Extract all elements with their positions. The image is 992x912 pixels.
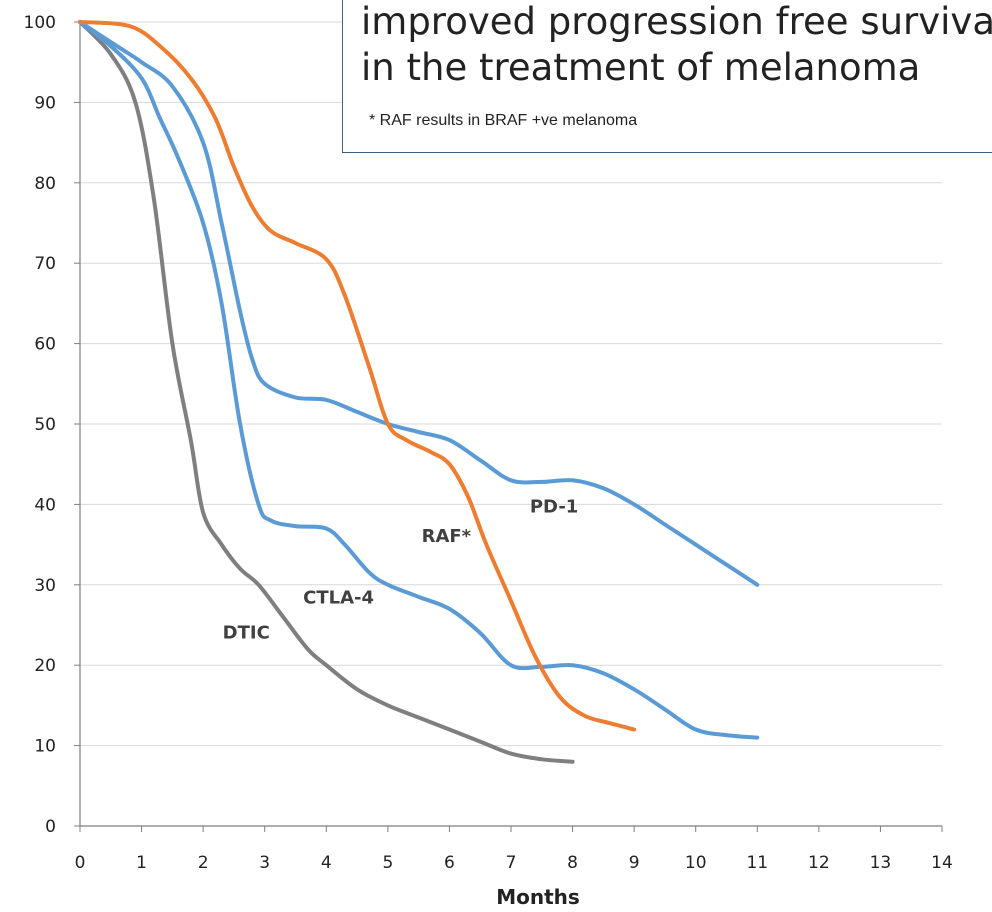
series-line-raf	[78, 20, 637, 732]
series-line-ctla-4	[78, 20, 760, 740]
x-tick-label-8: 8	[567, 853, 578, 873]
x-tick-label-11: 11	[746, 853, 768, 873]
x-tick-label-14: 14	[931, 853, 953, 873]
x-tick-label-7: 7	[506, 853, 517, 873]
series-label-pd-1: PD-1	[530, 496, 578, 517]
series-line-pd-1	[78, 20, 760, 587]
series-lines	[78, 20, 760, 764]
y-tick-label-20: 20	[34, 656, 56, 676]
y-tick-label-30: 30	[34, 576, 56, 596]
y-tick-label-40: 40	[34, 495, 56, 515]
x-tick-label-6: 6	[444, 853, 455, 873]
title-line-2: in the treatment of melanoma	[361, 46, 921, 89]
x-tick-label-0: 0	[75, 853, 86, 873]
series-label-dtic: DTIC	[223, 623, 270, 644]
x-tick-label-5: 5	[382, 853, 393, 873]
x-tick-label-10: 10	[685, 853, 707, 873]
y-tick-label-50: 50	[34, 415, 56, 435]
y-tick-label-70: 70	[34, 254, 56, 274]
y-tick-label-0: 0	[45, 817, 56, 837]
y-tick-label-100: 100	[24, 13, 56, 33]
x-axis-title: Months	[496, 885, 580, 909]
x-tick-label-9: 9	[629, 853, 640, 873]
x-tick-label-2: 2	[198, 853, 209, 873]
series-line-dtic	[78, 20, 575, 764]
y-tick-label-90: 90	[34, 93, 56, 113]
y-tick-label-60: 60	[34, 335, 56, 355]
title-line-1: improved progression free survival	[361, 0, 992, 43]
x-tick-label-4: 4	[321, 853, 332, 873]
series-label-ctla-4: CTLA-4	[303, 587, 374, 608]
x-tick-label-3: 3	[259, 853, 270, 873]
x-tick-label-1: 1	[136, 853, 147, 873]
x-tick-label-12: 12	[808, 853, 830, 873]
y-tick-label-10: 10	[34, 737, 56, 757]
series-labels: DTIC CTLA-4 RAF* PD-1	[223, 496, 579, 643]
footnote: * RAF results in BRAF +ve melanoma	[369, 112, 638, 129]
x-tick-label-13: 13	[870, 853, 892, 873]
title-box: improved progression free survival in th…	[342, 0, 992, 153]
y-tick-label-80: 80	[34, 174, 56, 194]
series-label-raf: RAF*	[422, 526, 472, 547]
